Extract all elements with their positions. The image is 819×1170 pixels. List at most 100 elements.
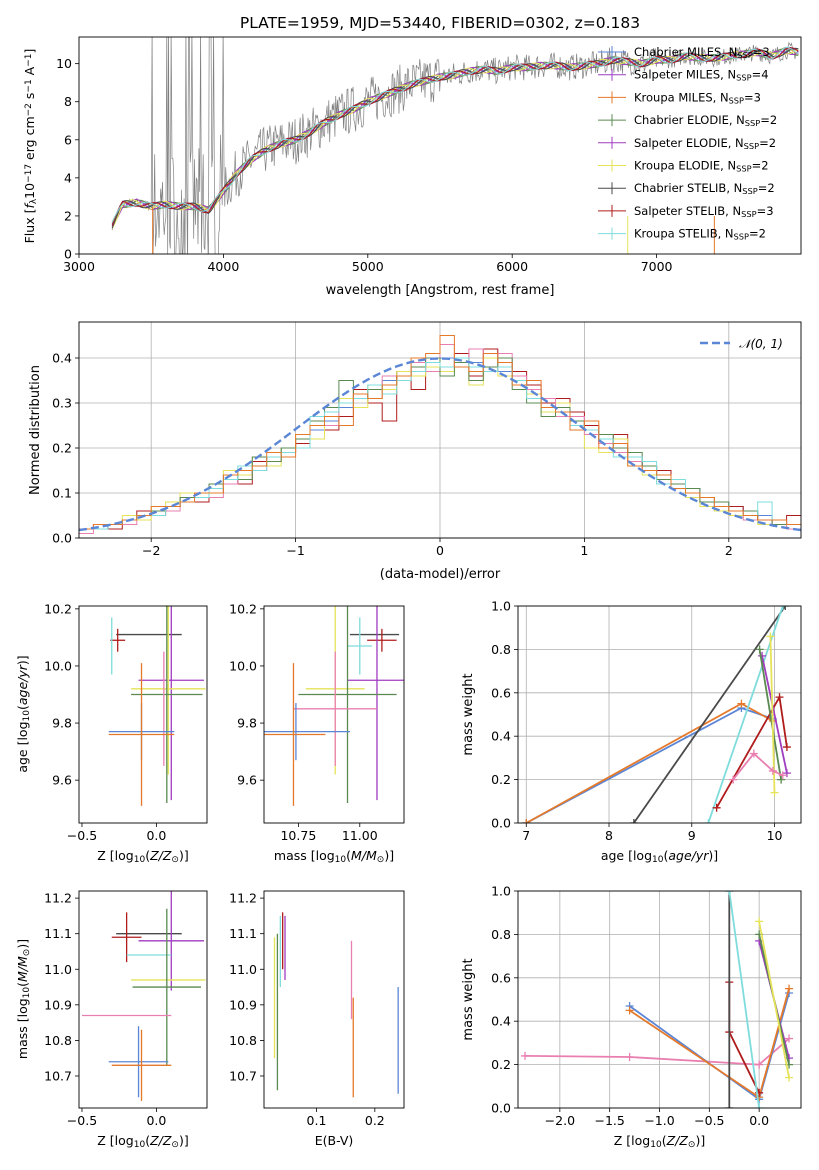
y-tick-label: 0.0 — [52, 531, 72, 546]
y-tick-label: 10.8 — [229, 1033, 257, 1048]
y-axis-label: Normed distribution — [28, 365, 43, 495]
legend-label: Kroupa STELIB, NSSP=2 — [634, 227, 766, 242]
y-tick-label: 0.8 — [491, 927, 511, 942]
x-axis-label: Z [log10(Z/Z⊙)] — [97, 848, 188, 865]
axes-frame — [263, 605, 405, 824]
legend-label: Kroupa MILES, NSSP=3 — [634, 90, 761, 105]
x-tick-label: 0.0 — [146, 1113, 166, 1128]
x-axis-label: (data-model)/error — [380, 567, 501, 582]
weight-marker — [725, 1104, 734, 1108]
plot-Z-vs-age: −0.5 0.0 9.6 9.8 10.0 10.2 Z [log10(Z/Z⊙)] age … — [15, 601, 208, 865]
x-tick-label: 7 — [522, 828, 530, 843]
x-tick-label: −1 — [286, 543, 304, 558]
y-tick-label: 0.2 — [491, 1057, 511, 1072]
axes-frame — [78, 605, 208, 824]
plot-area — [264, 606, 404, 806]
y-tick-label: 10.9 — [44, 997, 72, 1012]
plot-area — [111, 37, 799, 254]
y-tick-label: 11.1 — [44, 926, 72, 941]
y-tick-label: 0.0 — [491, 1101, 511, 1116]
plot-area — [108, 606, 206, 806]
plot-area — [81, 891, 206, 1101]
legend-label: Salpeter MILES, NSSP=4 — [634, 68, 769, 83]
weight-marker — [737, 699, 746, 708]
y-tick-label: 2 — [64, 208, 72, 223]
x-tick-label: −1.0 — [644, 1113, 674, 1128]
y-tick-label: 4 — [64, 170, 72, 185]
x-axis-label: Z [log10(Z/Z⊙)] — [614, 1133, 705, 1150]
weight-marker — [749, 749, 758, 758]
x-tick-label: 11.00 — [342, 828, 378, 843]
axes-frame — [78, 321, 802, 539]
weight-line — [525, 702, 774, 823]
y-tick-label: 10.9 — [229, 997, 257, 1012]
weight-marker — [758, 651, 767, 660]
y-tick-label: 9.6 — [237, 773, 257, 788]
plot-area — [79, 335, 801, 534]
y-tick-label: 10.0 — [44, 658, 72, 673]
weight-marker — [755, 645, 764, 654]
x-tick-label: 2 — [725, 543, 733, 558]
x-tick-label: 0.2 — [365, 1113, 385, 1128]
y-tick-label: 0.0 — [491, 816, 511, 831]
legend-label: Kroupa ELODIE, NSSP=2 — [634, 159, 769, 174]
model-line — [111, 47, 799, 229]
weight-marker — [785, 984, 794, 993]
plot-ebv-vs-mass: 0.1 0.2 10.7 10.8 10.9 11.0 11.1 11.2 E(B-V) — [229, 890, 405, 1148]
weight-marker — [625, 1006, 634, 1015]
x-axis-label: wavelength [Angstrom, rest frame] — [326, 283, 555, 298]
x-axis-label: Z [log10(Z/Z⊙)] — [97, 1133, 188, 1150]
model-line — [111, 47, 799, 226]
plot-area — [273, 912, 399, 1098]
x-tick-label: 6000 — [496, 259, 528, 274]
y-axis-label: mass [log10(M/M⊙)] — [15, 939, 32, 1059]
weight-marker — [755, 917, 764, 926]
weight-marker — [704, 819, 713, 823]
weight-line — [769, 636, 776, 793]
x-tick-label: −2 — [142, 543, 160, 558]
y-tick-label: 10 — [56, 56, 72, 71]
axes-frame — [78, 890, 208, 1109]
x-tick-label: 10.75 — [280, 828, 316, 843]
model-line — [111, 46, 799, 223]
y-tick-label: 0.2 — [52, 441, 72, 456]
y-tick-label: 0.4 — [491, 729, 511, 744]
y-axis-label: mass weight — [461, 958, 476, 1040]
weight-line — [525, 707, 774, 823]
legend-label: 𝒩(0, 1) — [739, 337, 783, 351]
x-axis-label: age [log10(age/yr)] — [601, 848, 718, 865]
y-tick-label: 9.8 — [237, 716, 257, 731]
plot-spectrum: 3000 4000 5000 6000 7000 0 2 4 6 8 10 wavelength [A… — [22, 36, 802, 298]
weight-marker — [775, 693, 784, 702]
y-axis-label: Flux [fλ10−17 erg cm−2 s−1 A−1] — [22, 49, 39, 244]
weight-marker — [782, 769, 791, 778]
weight-marker — [755, 1060, 764, 1069]
y-tick-label: 11.2 — [44, 891, 72, 906]
x-tick-label: 4000 — [207, 259, 239, 274]
y-tick-label: 0.6 — [491, 970, 511, 985]
weight-line — [732, 752, 784, 781]
axes-frame — [263, 890, 405, 1109]
x-tick-label: −0.5 — [67, 828, 97, 843]
legend-label: Chabrier STELIB, NSSP=2 — [634, 181, 775, 196]
y-tick-label: 11.1 — [229, 926, 257, 941]
weight-line — [761, 655, 788, 774]
weight-marker — [766, 632, 775, 641]
legend-label: Chabrier MILES, NSSP=3 — [634, 45, 770, 60]
weight-marker — [625, 1053, 634, 1062]
axes-frame — [517, 890, 802, 1109]
y-tick-label: 10.0 — [229, 658, 257, 673]
weight-line — [758, 921, 790, 1078]
x-tick-label: −1.5 — [594, 1113, 624, 1128]
x-tick-label: 0 — [436, 543, 444, 558]
y-tick-label: 9.6 — [52, 773, 72, 788]
y-tick-label: 10.7 — [229, 1068, 257, 1083]
weight-marker — [768, 766, 777, 775]
y-tick-label: 0.1 — [52, 486, 72, 501]
plot-area — [522, 606, 791, 823]
plot-Z-vs-weight: −2.0 −1.5 −1.0 −0.5 0.0 0.0 0.2 0.4 0.6 0.8 1.0 Z [… — [461, 884, 802, 1150]
y-tick-label: 10.7 — [44, 1068, 72, 1083]
x-tick-label: −0.5 — [67, 1113, 97, 1128]
y-tick-label: 8 — [64, 94, 72, 109]
